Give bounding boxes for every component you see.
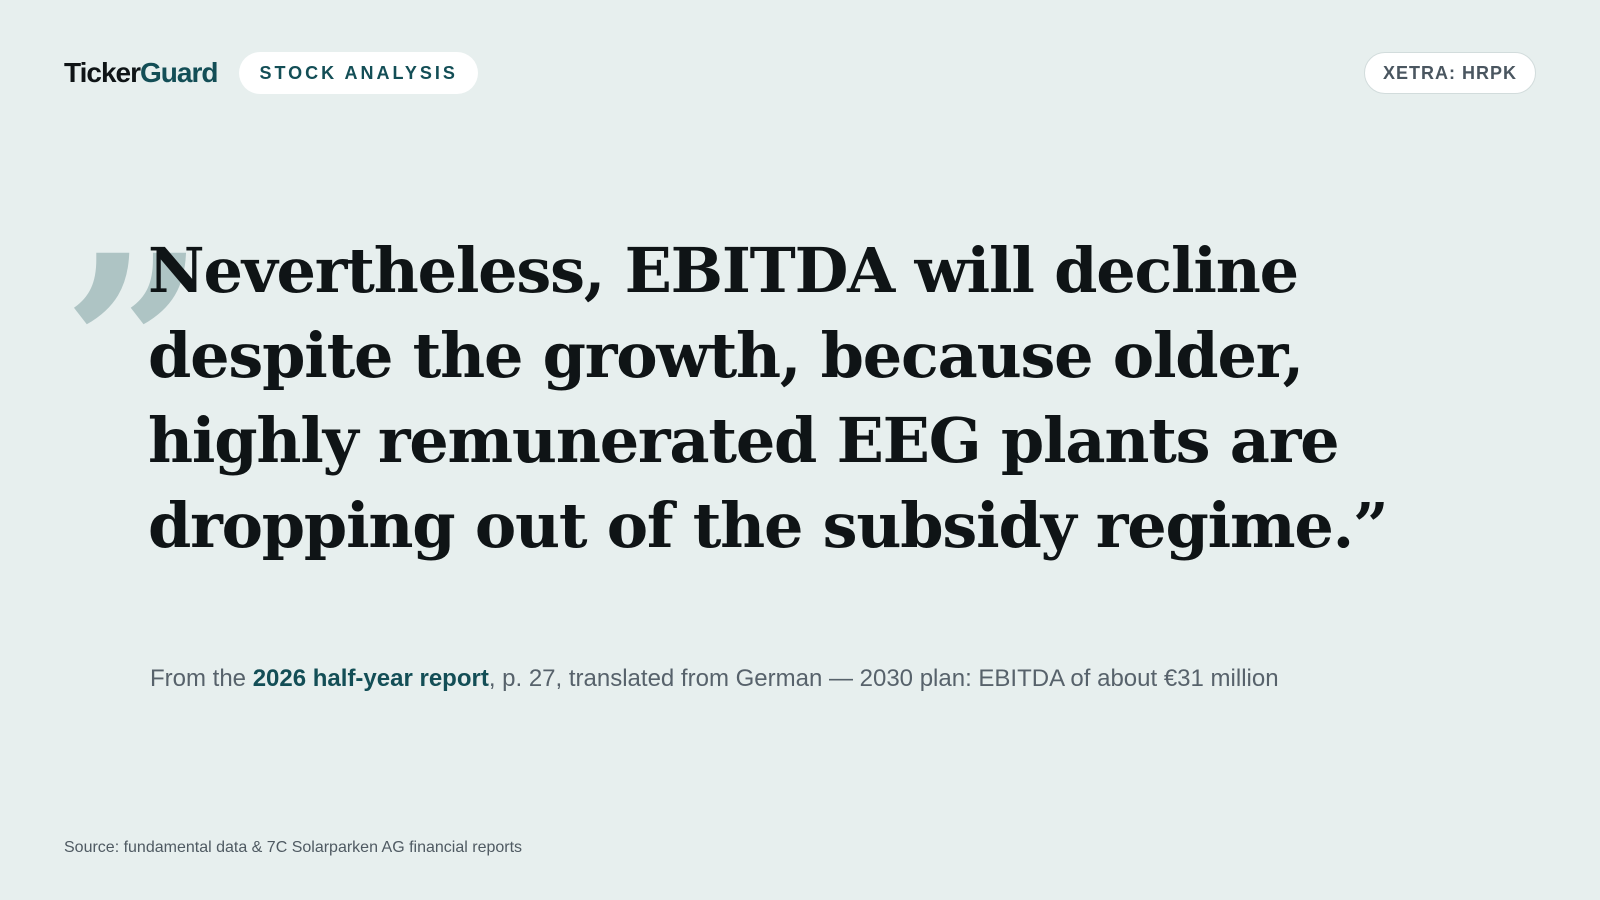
ticker-guard-logo[interactable]: TickerGuard: [64, 52, 218, 94]
stock-analysis-badge: STOCK ANALYSIS: [239, 52, 478, 94]
ticker-badge: XETRA: HRPK: [1363, 52, 1536, 94]
source-note: Source: fundamental data & 7C Solarparke…: [64, 839, 523, 856]
citation: From the 2026 half-year report, p. 27, t…: [150, 664, 1550, 694]
logo-text-guard: Guard: [140, 57, 218, 88]
brand: TickerGuard STOCK ANALYSIS: [64, 52, 478, 94]
quote-text: Nevertheless, EBITDA will decline despit…: [148, 234, 1389, 562]
citation-suffix: , p. 27, translated from German — 2030 p…: [488, 665, 1279, 692]
header: TickerGuard STOCK ANALYSIS XETRA: HRPK: [64, 52, 1536, 94]
citation-prefix: From the: [150, 665, 253, 692]
report-link[interactable]: 2026 half-year report: [252, 665, 489, 692]
logo-text-ticker: Ticker: [64, 57, 141, 88]
